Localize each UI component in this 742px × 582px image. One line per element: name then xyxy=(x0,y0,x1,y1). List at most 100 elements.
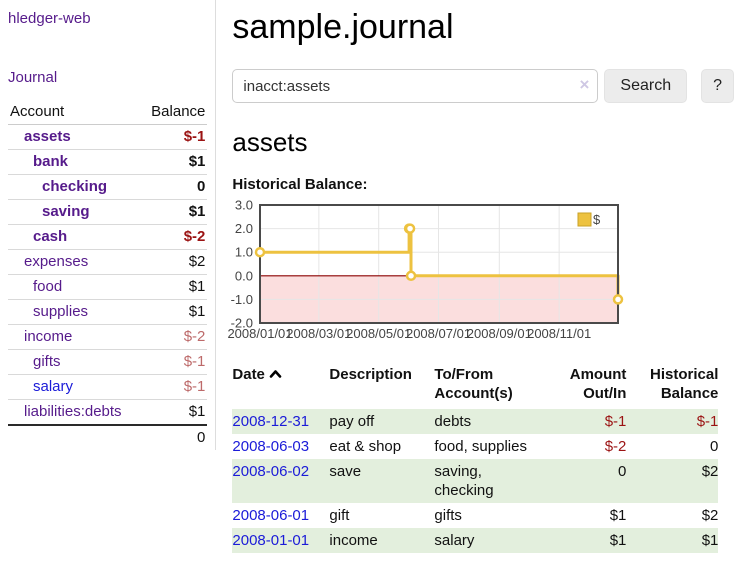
y-tick-label: -2.0 xyxy=(231,316,253,331)
sidebar-nav: Journal xyxy=(8,69,207,86)
transaction-accounts: saving, checking xyxy=(434,463,494,500)
transaction-amount: $-1 xyxy=(604,413,627,431)
account-balance: $-1 xyxy=(140,374,208,400)
account-balance: $-2 xyxy=(140,324,208,350)
account-link-cash[interactable]: cash xyxy=(33,228,68,245)
transaction-balance: $2 xyxy=(701,507,719,525)
search-input[interactable] xyxy=(232,69,599,104)
search-form: × Search ? xyxy=(232,69,734,104)
x-tick-label: 2008/01/01 xyxy=(228,326,293,341)
account-link-assets[interactable]: assets xyxy=(24,128,71,145)
y-tick-label: 0.0 xyxy=(235,268,253,283)
account-row: assets $-1 xyxy=(8,124,208,150)
account-link-liabilities-debts[interactable]: liabilities:debts xyxy=(24,403,122,420)
clear-search-icon[interactable]: × xyxy=(579,75,590,95)
account-row: supplies $1 xyxy=(8,299,208,325)
help-button[interactable]: ? xyxy=(701,69,734,104)
transaction-amount: $1 xyxy=(609,507,627,525)
search-button[interactable]: Search xyxy=(604,69,688,104)
account-balance: $-2 xyxy=(140,224,208,250)
transaction-description: gift xyxy=(329,507,350,525)
account-balance: 0 xyxy=(140,174,208,200)
transaction-accounts: gifts xyxy=(434,507,462,525)
account-row: liabilities:debts $1 xyxy=(8,399,208,426)
date-column-header[interactable]: Date xyxy=(232,363,329,409)
account-column-header: Account xyxy=(8,100,141,125)
chart-svg: $3.0 2.0 1.0 0.0 -1.0 -2.02008/01/012008/03/0… xyxy=(228,198,624,341)
legend-swatch xyxy=(577,212,592,227)
transaction-date-link[interactable]: 2008-01-01 xyxy=(232,532,310,550)
transaction-description: income xyxy=(329,532,378,550)
description-column-header: Description xyxy=(329,366,412,384)
transaction-accounts: food, supplies xyxy=(434,438,527,456)
total-row: 0 xyxy=(8,425,207,450)
account-link-salary[interactable]: salary xyxy=(33,378,74,395)
account-balance: $1 xyxy=(140,274,208,300)
account-row: bank $1 xyxy=(8,149,208,175)
transaction-description: save xyxy=(329,463,362,481)
account-link-bank[interactable]: bank xyxy=(33,153,69,170)
amount-column-header: Amount Out/In xyxy=(569,366,627,403)
transaction-date-link[interactable]: 2008-06-02 xyxy=(232,463,310,481)
transaction-amount: 0 xyxy=(618,463,627,481)
x-tick-label: 2008/05/01 xyxy=(347,326,412,341)
account-link-income[interactable]: income xyxy=(24,328,73,345)
account-row: food $1 xyxy=(8,274,208,300)
account-link-gifts[interactable]: gifts xyxy=(33,353,61,370)
account-link-supplies[interactable]: supplies xyxy=(33,303,89,320)
account-balance: $1 xyxy=(140,399,208,426)
transaction-amount: $1 xyxy=(609,532,627,550)
accounts-header-row: Account Balance xyxy=(8,100,208,125)
data-point xyxy=(255,247,266,258)
account-link-food[interactable]: food xyxy=(33,278,63,295)
x-tick-label: 2008/11/01 xyxy=(527,326,591,341)
account-row: income $-2 xyxy=(8,324,208,350)
transaction-balance: 0 xyxy=(710,438,719,456)
app-layout: hledger-web Journal Account Balance asse… xyxy=(0,0,742,554)
main-content: sample.journal × Search ? assets Histori… xyxy=(216,0,742,554)
transaction-date-link[interactable]: 2008-06-01 xyxy=(232,507,310,525)
data-point xyxy=(613,294,624,305)
account-link-checking[interactable]: checking xyxy=(42,178,108,195)
balance-column-header: Balance xyxy=(140,100,208,125)
account-balance: $1 xyxy=(140,299,208,325)
x-tick-label: 2008/07/01 xyxy=(406,326,471,341)
register-row: 2008-06-02 save saving, checking 0 $2 xyxy=(232,459,719,504)
brand-link[interactable]: hledger-web xyxy=(8,10,91,27)
sidebar: hledger-web Journal Account Balance asse… xyxy=(0,0,217,450)
account-link-expenses[interactable]: expenses xyxy=(24,253,89,270)
account-balance: $1 xyxy=(140,199,208,225)
account-balance: $-1 xyxy=(140,124,208,150)
y-tick-label: -1.0 xyxy=(231,292,253,307)
sidebar-item-journal[interactable]: Journal xyxy=(8,69,58,86)
account-link-saving[interactable]: saving xyxy=(42,203,90,220)
date-header-label: Date xyxy=(232,366,265,384)
register-row: 2008-06-01 gift gifts $1 $2 xyxy=(232,503,718,528)
transaction-date-link[interactable]: 2008-12-31 xyxy=(232,413,310,431)
account-balance: $-1 xyxy=(140,349,208,375)
data-point xyxy=(405,223,416,234)
y-tick-label: 2.0 xyxy=(235,221,253,236)
account-row: gifts $-1 xyxy=(8,349,208,375)
transaction-balance: $1 xyxy=(701,532,719,550)
transaction-accounts: salary xyxy=(434,532,475,550)
transaction-accounts: debts xyxy=(434,413,472,431)
total-balance: 0 xyxy=(197,429,206,446)
data-point xyxy=(406,270,417,282)
account-row: cash $-2 xyxy=(8,224,208,250)
brand: hledger-web xyxy=(8,10,207,27)
transaction-balance: $-1 xyxy=(696,413,719,431)
chart-title: Historical Balance: xyxy=(232,176,368,194)
x-tick-label: 2008/03/01 xyxy=(287,326,352,341)
historical-balance-chart: $3.0 2.0 1.0 0.0 -1.0 -2.0 2008/01/01 2008/03/0… xyxy=(226,198,734,347)
register-row: 2008-06-03 eat & shop food, supplies $-2… xyxy=(232,434,718,459)
accounts-table: Account Balance assets $-1 bank $1 check… xyxy=(8,100,208,450)
page-title: sample.journal xyxy=(232,8,454,46)
transaction-date-link[interactable]: 2008-06-03 xyxy=(232,438,310,456)
account-balance: $2 xyxy=(140,249,208,275)
x-tick-label: 2008/09/01 xyxy=(467,326,532,341)
register-table: Date Description To/From Account(s) Amou… xyxy=(232,363,719,554)
tofrom-column-header: To/From Account(s) xyxy=(434,366,513,403)
account-heading: assets xyxy=(232,127,308,158)
register-row: 2008-12-31 pay off debts $-1 $-1 xyxy=(232,409,719,435)
